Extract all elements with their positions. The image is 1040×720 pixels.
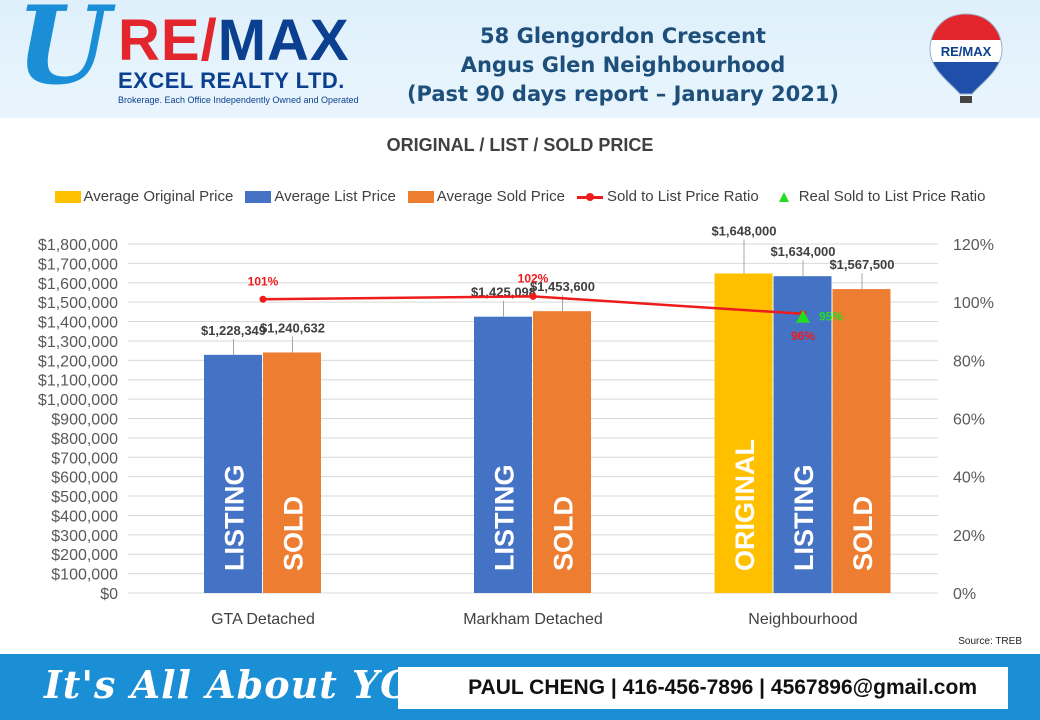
report-title-neighbourhood: Angus Glen Neighbourhood: [460, 53, 786, 77]
y2-tick-label: 120%: [953, 237, 994, 254]
report-title-address: 58 Glengordon Crescent: [480, 24, 766, 48]
bar-text: LISTING: [789, 465, 819, 572]
legend-label-list: Average List Price: [274, 188, 396, 205]
footer-contact-box: PAUL CHENG | 416-456-7896 | 4567896@gmai…: [398, 667, 1008, 709]
bar-text: LISTING: [490, 465, 520, 572]
y-tick-label: $800,000: [51, 431, 118, 448]
ratio-point: [529, 292, 537, 300]
logo-remax-max: MAX: [217, 8, 350, 73]
real-ratio-label: 95%: [819, 310, 843, 324]
y-tick-label: $1,400,000: [38, 315, 118, 332]
logo-remax-re: RE/: [118, 8, 218, 73]
ratio-label: 96%: [791, 329, 815, 343]
remax-balloon-icon: RE/MAX: [929, 13, 1003, 103]
report-footer: It's All About YOU PAUL CHENG | 416-456-…: [0, 654, 1040, 720]
data-label: $1,648,000: [711, 223, 776, 238]
y-tick-label: $0: [100, 586, 118, 603]
legend-item-original: Average Original Price: [54, 188, 234, 205]
bar-sold: [832, 289, 891, 593]
y-tick-label: $1,200,000: [38, 353, 118, 370]
chart-title: ORIGINAL / LIST / SOLD PRICE: [386, 135, 654, 155]
legend-swatch-sold: [407, 190, 434, 203]
legend-label-sold: Average Sold Price: [436, 188, 565, 205]
x-category-label: Neighbourhood: [748, 611, 857, 628]
y2-tick-label: 60%: [953, 412, 985, 429]
report-title-period: (Past 90 days report – January 2021): [406, 82, 840, 106]
y2-tick-label: 20%: [953, 528, 985, 545]
bar-listing: [474, 316, 532, 593]
logo-brokerage-name: EXCEL REALTY LTD.: [118, 68, 345, 93]
real-ratio-point: [796, 309, 810, 323]
y-tick-label: $1,800,000: [38, 237, 118, 254]
bar-sold: [263, 352, 321, 593]
data-label: $1,240,632: [260, 320, 325, 335]
y-tick-label: $900,000: [51, 412, 118, 429]
y2-tick-label: 40%: [953, 470, 985, 487]
legend-item-list: Average List Price: [245, 188, 396, 205]
y-tick-label: $300,000: [51, 528, 118, 545]
remax-excel-logo: U RE/MAX EXCEL REALTY LTD. Brokerage. Ea…: [14, 0, 374, 110]
bar-text: SOLD: [549, 496, 579, 571]
y-tick-label: $1,000,000: [38, 392, 118, 409]
data-label: $1,228,349: [201, 323, 266, 338]
y-tick-label: $1,100,000: [38, 373, 118, 390]
y-tick-label: $1,300,000: [38, 334, 118, 351]
logo-u-mark: U: [16, 0, 111, 109]
bar-sold: [533, 311, 591, 593]
data-label: $1,453,600: [530, 279, 595, 294]
report-header: U RE/MAX EXCEL REALTY LTD. Brokerage. Ea…: [0, 0, 1040, 118]
data-label: $1,634,000: [770, 244, 835, 259]
bar-text: LISTING: [220, 465, 250, 572]
legend-label-original: Average Original Price: [83, 188, 234, 205]
y2-tick-label: 80%: [953, 353, 985, 370]
legend-item-sold: Average Sold Price: [407, 188, 565, 205]
legend-swatch-original: [54, 190, 81, 203]
y2-tick-label: 100%: [953, 295, 994, 312]
bar-listing: [204, 354, 262, 593]
y-tick-label: $500,000: [51, 489, 118, 506]
legend-label-real-ratio: Real Sold to List Price Ratio: [798, 188, 986, 205]
y-tick-label: $1,500,000: [38, 295, 118, 312]
report-title: 58 Glengordon Crescent Angus Glen Neighb…: [398, 22, 848, 109]
y-tick-label: $100,000: [51, 567, 118, 584]
legend-label-ratio: Sold to List Price Ratio: [606, 188, 759, 205]
y-tick-label: $400,000: [51, 508, 118, 525]
bar-text: SOLD: [848, 496, 878, 571]
bar-listing: [773, 276, 832, 593]
legend-swatch-list: [245, 190, 272, 203]
y-tick-label: $700,000: [51, 450, 118, 467]
logo-remax-wordmark: RE/MAX: [118, 12, 350, 70]
data-label: $1,567,500: [829, 257, 894, 272]
y2-tick-label: 0%: [953, 586, 976, 603]
legend-item-real-ratio: Real Sold to List Price Ratio: [771, 188, 986, 205]
chart-legend: Average Original Price Average List Pric…: [0, 188, 1040, 205]
ratio-label: 101%: [248, 274, 279, 288]
y-tick-label: $1,600,000: [38, 276, 118, 293]
logo-tagline: Brokerage. Each Office Independently Own…: [118, 95, 359, 105]
y-tick-label: $1,700,000: [38, 256, 118, 273]
footer-slogan: It's All About YOU: [44, 662, 449, 707]
balloon-text: RE/MAX: [941, 44, 992, 59]
legend-swatch-real-ratio: [778, 191, 789, 202]
footer-contact: PAUL CHENG | 416-456-7896 | 4567896@gmai…: [468, 676, 977, 699]
bar-original: [714, 273, 773, 593]
x-category-label: Markham Detached: [463, 611, 603, 628]
ratio-point: [259, 295, 267, 303]
legend-swatch-ratio: [576, 191, 603, 203]
y-tick-label: $200,000: [51, 547, 118, 564]
ratio-label: 102%: [518, 271, 549, 285]
bar-text: ORIGINAL: [730, 439, 760, 571]
y-tick-label: $600,000: [51, 470, 118, 487]
bar-text: SOLD: [279, 496, 309, 571]
x-category-label: GTA Detached: [211, 611, 315, 628]
source-note: Source: TREB: [958, 636, 1022, 647]
legend-item-ratio: Sold to List Price Ratio: [576, 188, 759, 205]
